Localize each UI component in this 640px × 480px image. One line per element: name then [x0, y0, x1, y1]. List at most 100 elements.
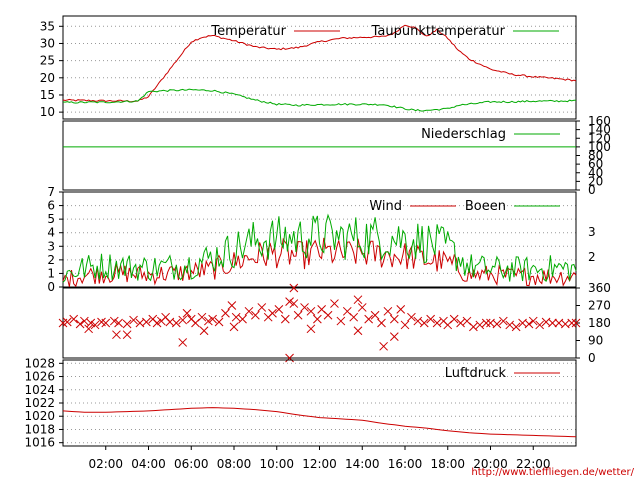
direction-marker: [383, 306, 393, 316]
direction-marker: [400, 320, 410, 330]
direction-marker: [101, 318, 111, 328]
y-tick-label: 1022: [24, 396, 55, 410]
direction-marker: [285, 353, 294, 363]
direction-marker: [456, 318, 465, 328]
y-tick-label: 1: [47, 266, 55, 280]
direction-marker: [197, 312, 207, 322]
direction-marker: [251, 310, 260, 320]
y-tick-label: 360: [588, 281, 611, 295]
direction-marker: [238, 314, 247, 324]
x-tick-label: 12:00: [302, 457, 337, 471]
direction-marker: [379, 341, 388, 351]
y-tick-label: 1028: [24, 356, 55, 370]
direction-marker: [289, 283, 299, 293]
direction-marker: [492, 319, 502, 329]
direction-marker: [208, 314, 217, 324]
direction-marker: [469, 322, 478, 332]
direction-marker: [336, 316, 346, 326]
y-tick-label: 40: [588, 166, 603, 180]
direction-marker: [419, 318, 429, 328]
direction-marker: [571, 318, 581, 328]
direction-marker: [229, 322, 239, 332]
direction-marker: [114, 318, 123, 328]
pressure-series: [62, 407, 577, 438]
direction-marker: [396, 305, 406, 314]
x-tick-label: 02:00: [88, 457, 123, 471]
temperature-grid: [63, 25, 576, 113]
direction-marker: [129, 315, 138, 325]
direction-marker: [377, 318, 386, 328]
direction-marker: [426, 314, 436, 324]
y-tick-label: 180: [588, 316, 611, 330]
direction-marker: [152, 318, 162, 328]
direction-marker: [112, 330, 121, 340]
y-tick-label: 2: [47, 253, 55, 267]
y-tick-label: 120: [588, 131, 611, 145]
direction-marker: [109, 316, 119, 326]
direction-marker: [62, 317, 72, 327]
x-axis-ticks: 02:00 04:00 06:00 08:00 10:00 12:00 14:00 16:00…: [88, 446, 551, 471]
x-tick-label: 06:00: [174, 457, 209, 471]
y-tick-label: 10: [40, 105, 55, 119]
wind-direction-series: [58, 283, 581, 363]
wind-right-tick-label: 2: [588, 250, 596, 264]
direction-marker: [69, 314, 79, 324]
direction-marker: [75, 319, 85, 329]
y-tick-label: 100: [588, 140, 611, 154]
y-tick-label: 30: [40, 36, 55, 50]
legend-boeen: Boeen: [465, 199, 506, 214]
y-tick-label: 90: [588, 334, 603, 348]
y-tick-label: 1020: [24, 409, 55, 423]
y-tick-label: 20: [588, 174, 603, 188]
direction-marker: [122, 319, 132, 329]
y-tick-label: 35: [40, 19, 55, 33]
y-tick-label: 7: [47, 185, 55, 199]
temperature-frame: [62, 15, 577, 120]
direction-marker: [330, 299, 339, 308]
series-line-boeen: [62, 213, 577, 283]
y-tick-label: 6: [47, 199, 55, 213]
y-tick-label: 15: [40, 88, 55, 102]
direction-marker: [389, 314, 399, 324]
y-tick-label: 4: [47, 226, 55, 240]
direction-marker: [178, 315, 188, 325]
series-line-taupunkttemperatur: [62, 88, 576, 112]
direction-marker: [142, 317, 151, 327]
legend-niederschlag: Niederschlag: [421, 127, 506, 142]
direction-marker: [528, 316, 538, 326]
wind-series: [62, 213, 577, 288]
y-tick-label: 25: [40, 54, 55, 68]
x-tick-label: 22:00: [516, 457, 551, 471]
x-tick-label: 10:00: [259, 457, 294, 471]
direction-marker: [178, 338, 188, 347]
y-tick-label: 0: [47, 280, 55, 294]
direction-marker: [285, 297, 294, 306]
series-line-temperatur: [62, 24, 577, 103]
direction-marker: [524, 319, 534, 329]
x-tick-label: 08:00: [217, 457, 252, 471]
y-tick-label: 140: [588, 123, 611, 137]
direction-marker: [90, 320, 100, 330]
direction-marker: [349, 312, 359, 322]
y-tick-label: 1026: [24, 370, 55, 384]
direction-marker: [214, 317, 224, 327]
temperature-series: [62, 24, 577, 112]
direction-marker: [300, 303, 309, 312]
direction-marker: [313, 314, 322, 324]
direction-marker: [407, 312, 416, 322]
direction-marker: [511, 322, 521, 332]
direction-marker: [357, 303, 367, 312]
direction-marker: [370, 310, 380, 320]
direction-marker: [227, 301, 237, 310]
x-tick-label: 14:00: [345, 457, 380, 471]
y-tick-label: 80: [588, 149, 603, 163]
direction-marker: [389, 332, 399, 341]
direction-marker: [353, 326, 363, 336]
y-tick-label: 3: [47, 239, 55, 253]
